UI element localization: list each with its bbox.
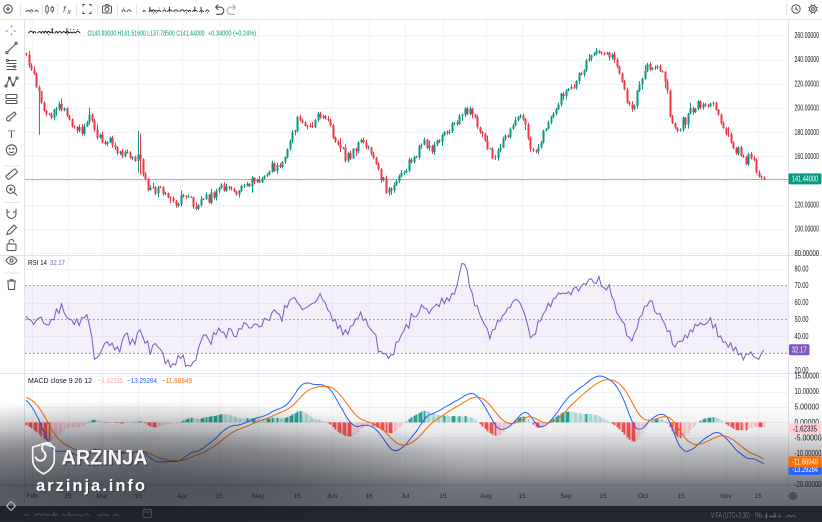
svg-text:80.00: 80.00 — [795, 264, 809, 273]
svg-text:-1.62335: -1.62335 — [793, 425, 817, 434]
svg-text:MACD close 9 26 12: MACD close 9 26 12 — [28, 378, 92, 385]
svg-text:100.00000: 100.00000 — [795, 225, 820, 234]
svg-text:-13.29284: -13.29284 — [792, 465, 818, 474]
svg-text:32.17: 32.17 — [792, 346, 807, 355]
svg-text:10.00000: 10.00000 — [795, 387, 820, 396]
svg-text:arzinja.info: arzinja.info — [36, 476, 147, 495]
svg-text:40.00: 40.00 — [795, 332, 809, 341]
svg-text:141.44000: 141.44000 — [792, 175, 818, 184]
svg-text:80.00000: 80.00000 — [795, 249, 820, 258]
svg-text:32.17: 32.17 — [50, 260, 65, 267]
svg-text:O140.93000 H141.51600 L137.785: O140.93000 H141.51600 L137.78500 C141.44… — [88, 31, 205, 38]
svg-text:70.00: 70.00 — [795, 281, 809, 290]
svg-text:160.00000: 160.00000 — [795, 152, 820, 161]
svg-text:−13.29284: −13.29284 — [127, 378, 157, 385]
svg-text:ARZINJA: ARZINJA — [63, 448, 149, 471]
svg-text:260.00000: 260.00000 — [795, 31, 820, 40]
svg-text:20.00: 20.00 — [795, 366, 809, 375]
svg-text:15.00000: 15.00000 — [795, 372, 820, 381]
svg-text:220.00000: 220.00000 — [795, 79, 820, 88]
svg-text:x: x — [67, 9, 72, 16]
svg-text:-11.66949: -11.66949 — [792, 458, 818, 467]
svg-text:f: f — [63, 5, 67, 15]
svg-text:120.00000: 120.00000 — [795, 201, 820, 210]
svg-text:60.00: 60.00 — [795, 298, 809, 307]
svg-text:−11.66949: −11.66949 — [162, 378, 192, 385]
svg-text:RSI 14: RSI 14 — [28, 260, 47, 267]
svg-text:200.00000: 200.00000 — [795, 104, 820, 113]
svg-text:240.00000: 240.00000 — [795, 55, 820, 64]
svg-text:50.00: 50.00 — [795, 315, 809, 324]
svg-text:−1.62335: −1.62335 — [98, 378, 123, 385]
svg-text:V:FA (UTC+3:30): V:FA (UTC+3:30) — [711, 511, 750, 520]
svg-text:180.00000: 180.00000 — [795, 128, 820, 137]
svg-text:%: % — [755, 511, 762, 520]
svg-text:ARZINJA: ARZINJA — [62, 447, 148, 470]
svg-text:+0.34000 (+0.24%): +0.34000 (+0.24%) — [208, 31, 256, 38]
svg-text:arzinja.info: arzinja.info — [37, 477, 148, 496]
svg-text:T: T — [8, 129, 15, 141]
